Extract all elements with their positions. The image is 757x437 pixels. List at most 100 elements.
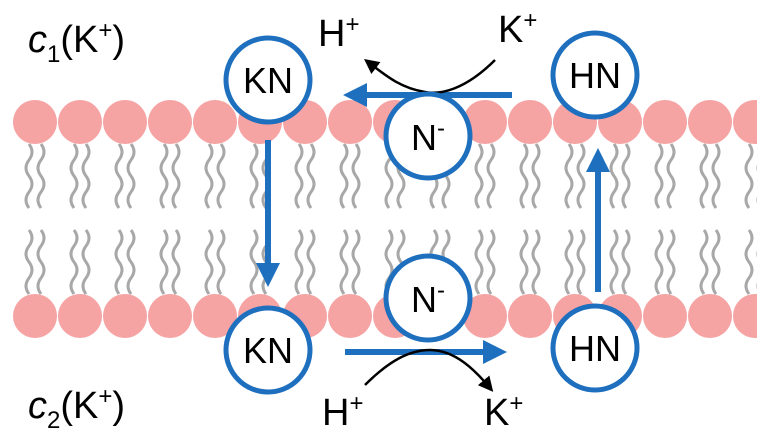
lipid-tail	[26, 144, 32, 208]
lipid-tail	[296, 144, 302, 208]
lipid-tail	[173, 144, 179, 208]
ion-charge: +	[98, 17, 112, 44]
lipid-head	[148, 100, 192, 144]
lipid-head	[688, 294, 732, 338]
ion-charge: +	[98, 383, 112, 410]
node: KN	[226, 38, 310, 122]
ion-symbol: K	[73, 385, 98, 427]
lipid-tail	[521, 230, 527, 294]
lipid-tail	[161, 144, 167, 208]
lipid-tail	[206, 230, 212, 294]
lipid-tail	[308, 230, 314, 294]
lipid-tail	[83, 144, 89, 208]
lipid-head	[643, 294, 687, 338]
lipid-tail	[128, 230, 134, 294]
lipid-head	[58, 100, 102, 144]
lipid-head	[148, 294, 192, 338]
lipid-tail	[656, 144, 662, 208]
ion-label: K+	[484, 390, 523, 434]
lipid-tail	[623, 230, 629, 294]
lipid-tail	[128, 144, 134, 208]
lipid-head	[508, 294, 552, 338]
lipid-head	[733, 294, 757, 338]
lipid-tail	[746, 230, 752, 294]
node-charge: -	[437, 115, 445, 142]
lipid-tail	[701, 230, 707, 294]
lipid-head	[328, 294, 372, 338]
ion-symbol: K	[73, 19, 98, 61]
node-label: KN	[243, 330, 293, 371]
lipid-tail	[578, 144, 584, 208]
lipid-tail	[668, 144, 674, 208]
ion-charge: +	[523, 7, 537, 34]
ion-label: H+	[318, 11, 359, 55]
ion-label: H+	[322, 390, 363, 434]
ion: (K+)	[60, 383, 125, 427]
node: N-	[386, 256, 470, 340]
lipid-tail	[116, 144, 122, 208]
lipid-tail	[251, 144, 257, 208]
lipid-tail	[353, 230, 359, 294]
lipid-tail	[578, 230, 584, 294]
lipid-tail	[218, 144, 224, 208]
node: HN	[553, 306, 637, 390]
lipid-tail	[206, 144, 212, 208]
lipid-head	[103, 294, 147, 338]
ion-symbol: H	[318, 13, 345, 55]
lipid-tail	[533, 144, 539, 208]
lipid-tail	[521, 144, 527, 208]
index: 2	[47, 407, 60, 434]
lipid-tail	[713, 230, 719, 294]
index: 1	[47, 41, 60, 68]
node-label: HN	[569, 328, 621, 369]
diagram: KN HN N- N- KN HN c1(K+) c2(K+) H+ K+ H+…	[0, 0, 757, 437]
lipid-tail	[353, 144, 359, 208]
lipid-tail	[38, 144, 44, 208]
lipid-tail	[71, 144, 77, 208]
ion-symbol: K	[498, 9, 523, 51]
lipid-tail	[173, 230, 179, 294]
node-label: KN	[243, 60, 293, 101]
lipid-tail	[566, 230, 572, 294]
lipid-tail	[656, 230, 662, 294]
lipid-tail	[701, 144, 707, 208]
lipid-head	[13, 294, 57, 338]
concentration-label: c2(K+)	[28, 383, 125, 434]
lipid-tail	[713, 144, 719, 208]
lipid-tail	[83, 230, 89, 294]
lipid-head	[643, 100, 687, 144]
lipid-tail	[161, 230, 167, 294]
ion: (K+)	[60, 17, 125, 61]
node-symbol: N	[411, 117, 437, 158]
lipid-head	[13, 100, 57, 144]
lipid-tail	[476, 230, 482, 294]
lipid-tail	[476, 144, 482, 208]
node: HN	[553, 33, 637, 117]
lipid-tail	[251, 230, 257, 294]
lipid-head	[733, 100, 757, 144]
node-symbol: N	[411, 279, 437, 320]
lipid-tail	[488, 144, 494, 208]
lipid-tail	[668, 230, 674, 294]
lipid-tail	[38, 230, 44, 294]
ion-label: K+	[498, 7, 537, 51]
lipid-tail	[488, 230, 494, 294]
lipid-tail	[623, 144, 629, 208]
node-charge: -	[437, 277, 445, 304]
ion-arrow	[368, 60, 495, 93]
lipid-tail	[341, 144, 347, 208]
lipid-tail	[308, 144, 314, 208]
ion-charge: +	[349, 390, 363, 417]
ion-symbol: K	[484, 392, 509, 434]
node-label: HN	[569, 55, 621, 96]
lipid-head	[508, 100, 552, 144]
lipid-head	[328, 100, 372, 144]
lipid-tail	[611, 230, 617, 294]
lipid-head	[193, 100, 237, 144]
lipid-tail	[26, 230, 32, 294]
lipid-tail	[566, 144, 572, 208]
lipid-tail	[611, 144, 617, 208]
node: N-	[386, 94, 470, 178]
nodes: KN HN N- N- KN HN	[226, 33, 637, 392]
lipid-tail	[341, 230, 347, 294]
